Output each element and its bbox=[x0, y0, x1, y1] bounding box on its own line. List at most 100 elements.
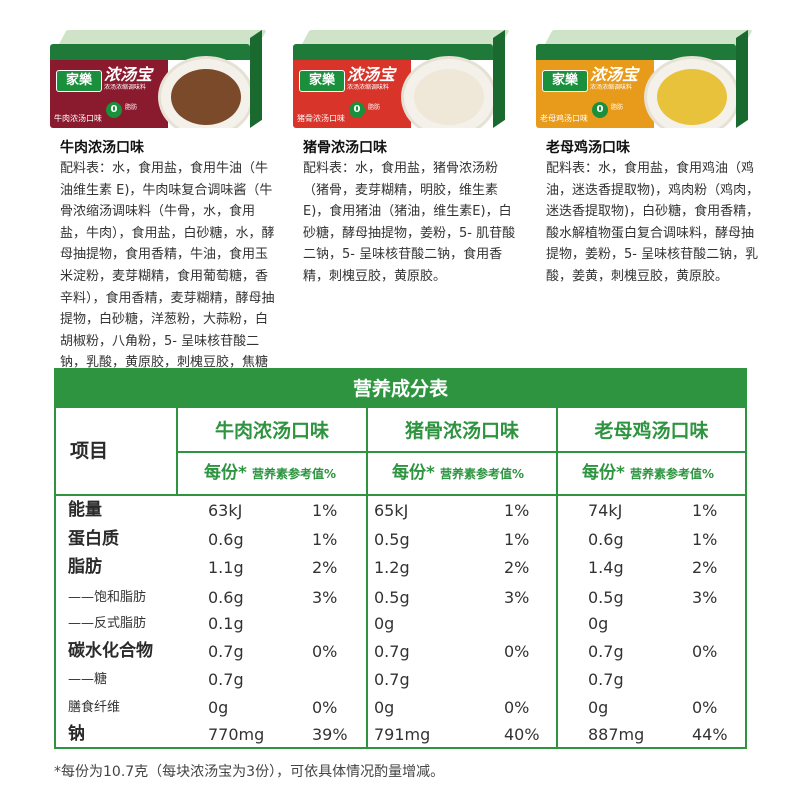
nrv-value: 40% bbox=[504, 725, 540, 744]
nrv-label: 营养素参考值% bbox=[629, 467, 715, 481]
nutrition-row: 钠 770mg 39% 791mg 40% 887mg 44% bbox=[56, 720, 745, 749]
zero-fat-badge: 0 bbox=[592, 102, 608, 118]
brand-name-block: 浓汤宝 浓汤浓缩调味料 bbox=[590, 66, 650, 94]
per-serving-value: 0.6g bbox=[208, 588, 244, 607]
per-serving-value: 74kJ bbox=[588, 501, 623, 520]
nutrient-label: ——饱和脂肪 bbox=[68, 590, 147, 605]
nutrition-table: 营养成分表 项目 牛肉浓汤口味 猪骨浓汤口味 老母鸡汤口味 每份* 营养素参考值… bbox=[54, 368, 747, 749]
product-ingredients: 配料表：水，食用盐，食用牛油（牛油维生素 E)，牛肉味复合调味酱（牛骨浓缩汤调味… bbox=[60, 161, 275, 392]
per-serving-value: 0.6g bbox=[208, 530, 244, 549]
nutrient-label: ——反式脂肪 bbox=[68, 616, 147, 631]
zero-fat-badge: 0 bbox=[349, 102, 365, 118]
nrv-value: 1% bbox=[504, 530, 530, 549]
nrv-value: 1% bbox=[312, 501, 338, 520]
nrv-value: 3% bbox=[692, 588, 718, 607]
nrv-value: 0% bbox=[312, 698, 338, 717]
nrv-label: 营养素参考值% bbox=[251, 467, 337, 481]
per-serving-value: 63kJ bbox=[208, 501, 243, 520]
column-divider bbox=[366, 494, 368, 747]
per-serving-value: 0.7g bbox=[374, 642, 410, 661]
box-left-panel: 家樂 浓汤宝 浓汤浓缩调味料 0 脂肪 牛肉浓汤口味 bbox=[50, 60, 168, 128]
project-label: 项目 bbox=[70, 440, 109, 462]
product-title: 牛肉浓汤口味 bbox=[60, 140, 144, 156]
box-face: 家樂 浓汤宝 浓汤浓缩调味料 0 脂肪 猪骨浓汤口味 bbox=[293, 44, 493, 128]
brand-logo: 家樂 bbox=[299, 70, 345, 92]
box-left-panel: 家樂 浓汤宝 浓汤浓缩调味料 0 脂肪 老母鸡汤口味 bbox=[536, 60, 654, 128]
nrv-value: 1% bbox=[312, 530, 338, 549]
per-serving-value: 1.4g bbox=[588, 558, 624, 577]
box-side bbox=[493, 29, 505, 128]
per-serving-value: 0g bbox=[208, 698, 229, 717]
product-ingredients: 配料表：水，食用盐，食用鸡油（鸡油，迷迭香提取物)，鸡肉粉（鸡肉，迷迭香提取物)… bbox=[546, 161, 760, 284]
per-serving-value: 0.7g bbox=[208, 642, 244, 661]
brand-name-block: 浓汤宝 浓汤浓缩调味料 bbox=[347, 66, 407, 94]
zero-fat-text: 脂肪 bbox=[125, 104, 138, 111]
box-flavor-label: 牛肉浓汤口味 bbox=[54, 114, 102, 123]
brand-name-block: 浓汤宝 浓汤浓缩调味料 bbox=[104, 66, 164, 94]
per-serving-value: 791mg bbox=[374, 725, 431, 744]
box-face: 家樂 浓汤宝 浓汤浓缩调味料 0 脂肪 牛肉浓汤口味 bbox=[50, 44, 250, 128]
nrv-value: 2% bbox=[312, 558, 338, 577]
column-title-beef: 牛肉浓汤口味 bbox=[214, 420, 329, 442]
per-serving-label: 每份* bbox=[204, 463, 247, 483]
box-face: 家樂 浓汤宝 浓汤浓缩调味料 0 脂肪 老母鸡汤口味 bbox=[536, 44, 736, 128]
per-serving-value: 0.7g bbox=[374, 670, 410, 689]
nutrient-label: 碳水化合物 bbox=[68, 641, 153, 661]
nutrient-label: 蛋白质 bbox=[68, 529, 119, 549]
nrv-value: 0% bbox=[504, 698, 530, 717]
nrv-value: 44% bbox=[692, 725, 728, 744]
product-box-image: 家樂 浓汤宝 浓汤浓缩调味料 0 脂肪 老母鸡汤口味 bbox=[536, 29, 753, 128]
nrv-value: 3% bbox=[312, 588, 338, 607]
zero-fat-text: 脂肪 bbox=[368, 104, 381, 111]
nrv-value: 2% bbox=[504, 558, 530, 577]
nrv-value: 1% bbox=[692, 501, 718, 520]
soup-icon bbox=[414, 69, 484, 125]
per-serving-value: 0.6g bbox=[588, 530, 624, 549]
per-serving-value: 0.7g bbox=[588, 642, 624, 661]
nrv-value: 3% bbox=[504, 588, 530, 607]
column-subheader-beef: 每份* 营养素参考值% bbox=[204, 458, 336, 488]
box-left-panel: 家樂 浓汤宝 浓汤浓缩调味料 0 脂肪 猪骨浓汤口味 bbox=[293, 60, 411, 128]
nrv-value: 1% bbox=[692, 530, 718, 549]
box-flavor-label: 猪骨浓汤口味 bbox=[297, 114, 345, 123]
nutrient-label: 脂肪 bbox=[68, 557, 102, 577]
per-serving-value: 887mg bbox=[588, 725, 645, 744]
per-serving-value: 0g bbox=[374, 614, 395, 633]
nrv-value: 1% bbox=[504, 501, 530, 520]
zero-fat-text: 脂肪 bbox=[611, 104, 624, 111]
nutrition-table-title: 营养成分表 bbox=[56, 370, 745, 408]
nutrition-row: ——糖 0.7g 0.7g 0.7g bbox=[56, 665, 745, 694]
nrv-value: 0% bbox=[504, 642, 530, 661]
per-serving-value: 1.2g bbox=[374, 558, 410, 577]
brand-name: 浓汤宝 bbox=[347, 65, 396, 84]
nrv-value: 39% bbox=[312, 725, 348, 744]
nutrient-label: 能量 bbox=[68, 500, 102, 520]
footnote: *每份为10.7克（每块浓汤宝为3份），可依具体情况酌量增减。 bbox=[54, 764, 445, 780]
product-ingredients: 配料表：水，食用盐，猪骨浓汤粉（猪骨，麦芽糊精，明胶，维生素 E)，食用猪油（猪… bbox=[303, 161, 516, 284]
nrv-value: 0% bbox=[312, 642, 338, 661]
soup-icon bbox=[171, 69, 241, 125]
nutrient-label: 钠 bbox=[68, 724, 85, 744]
per-serving-value: 0.5g bbox=[374, 588, 410, 607]
product-box-image: 家樂 浓汤宝 浓汤浓缩调味料 0 脂肪 猪骨浓汤口味 bbox=[293, 29, 510, 128]
nutrient-label: 膳食纤维 bbox=[68, 700, 121, 715]
product-section: 家樂 浓汤宝 浓汤浓缩调味料 0 脂肪 牛肉浓汤口味 牛肉浓汤口味 配料表：水，… bbox=[0, 0, 800, 392]
column-subheader-pork-bone: 每份* 营养素参考值% bbox=[392, 458, 524, 488]
per-serving-value: 1.1g bbox=[208, 558, 244, 577]
column-subheader-hen: 每份* 营养素参考值% bbox=[582, 458, 714, 488]
nutrition-row: 膳食纤维 0g 0% 0g 0% 0g 0% bbox=[56, 693, 745, 722]
nutrition-row: 蛋白质 0.6g 1% 0.5g 1% 0.6g 1% bbox=[56, 525, 745, 554]
per-serving-value: 0.5g bbox=[374, 530, 410, 549]
per-serving-label: 每份* bbox=[392, 463, 435, 483]
nutrition-row: 脂肪 1.1g 2% 1.2g 2% 1.4g 2% bbox=[56, 553, 745, 582]
brand-sub: 浓汤浓缩调味料 bbox=[590, 84, 633, 91]
nrv-label: 营养素参考值% bbox=[439, 467, 525, 481]
per-serving-value: 0g bbox=[374, 698, 395, 717]
brand-sub: 浓汤浓缩调味料 bbox=[347, 84, 390, 91]
product-title: 猪骨浓汤口味 bbox=[303, 140, 387, 156]
per-serving-value: 0.7g bbox=[208, 670, 244, 689]
per-serving-value: 65kJ bbox=[374, 501, 409, 520]
brand-logo: 家樂 bbox=[56, 70, 102, 92]
header-divider bbox=[176, 451, 745, 453]
brand-sub: 浓汤浓缩调味料 bbox=[104, 84, 147, 91]
